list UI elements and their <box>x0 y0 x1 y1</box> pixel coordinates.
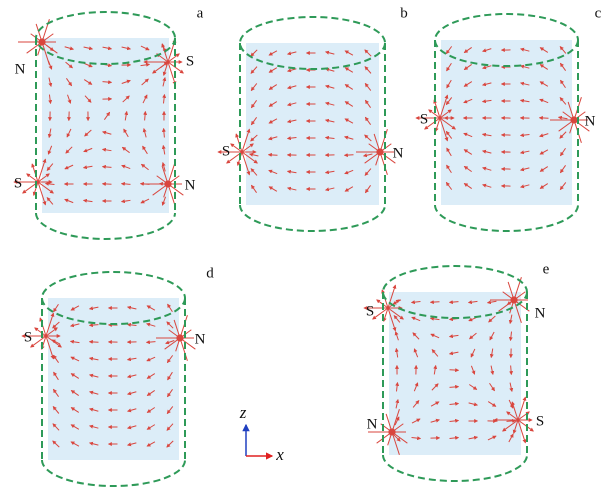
panel-label: e <box>543 261 550 277</box>
pole-label: N <box>535 305 546 321</box>
pole-label: N <box>195 331 206 347</box>
panel-label: c <box>595 5 602 21</box>
field-arrow <box>90 342 99 343</box>
field-arrow <box>431 302 440 303</box>
cylinder-bottom <box>36 213 175 239</box>
pole-label: N <box>15 61 26 77</box>
pole-label: S <box>24 329 32 345</box>
pole-label: S <box>222 143 230 159</box>
pole-arrow <box>380 152 387 175</box>
pole-label: S <box>14 175 22 191</box>
cylinder-panel: b S N <box>218 5 408 231</box>
cylinder-panel: d S N <box>22 265 214 486</box>
x-label: x <box>275 445 284 464</box>
field-arrow <box>345 155 354 156</box>
field-arrow <box>269 155 278 156</box>
pole-label: N <box>585 113 596 129</box>
cylinder-bottom <box>435 205 578 231</box>
pole-label: S <box>366 303 374 319</box>
pole-arrow <box>380 129 387 152</box>
field-region <box>48 298 179 460</box>
field-region <box>389 292 521 455</box>
z-label: z <box>239 403 247 422</box>
pole-label: N <box>367 416 378 432</box>
cylinder-panel: c S N <box>416 5 602 231</box>
pole-arrow <box>180 338 187 361</box>
cylinder-bottom <box>383 455 527 481</box>
field-arrow <box>450 370 459 371</box>
axes-indicator: z x <box>239 403 285 464</box>
panel-label: b <box>400 5 408 21</box>
pole-label: S <box>536 413 544 429</box>
pole-label: N <box>185 177 196 193</box>
pole-arrow <box>180 315 187 338</box>
cylinder-panel: e S N N S <box>364 261 550 481</box>
field-region <box>441 40 572 205</box>
pole-label: S <box>186 53 194 69</box>
cylinder-bottom <box>42 460 185 486</box>
pole-label: N <box>393 145 404 161</box>
cylinder-panel: a N S S N <box>14 5 204 239</box>
figure: a N S S Nb S Nc S Nd S Ne S N N S z x <box>0 0 609 498</box>
panel-label: a <box>197 5 204 21</box>
panel-label: d <box>206 265 214 281</box>
cylinder-bottom <box>240 205 385 231</box>
field-region <box>246 43 379 205</box>
pole-label: S <box>420 111 428 127</box>
